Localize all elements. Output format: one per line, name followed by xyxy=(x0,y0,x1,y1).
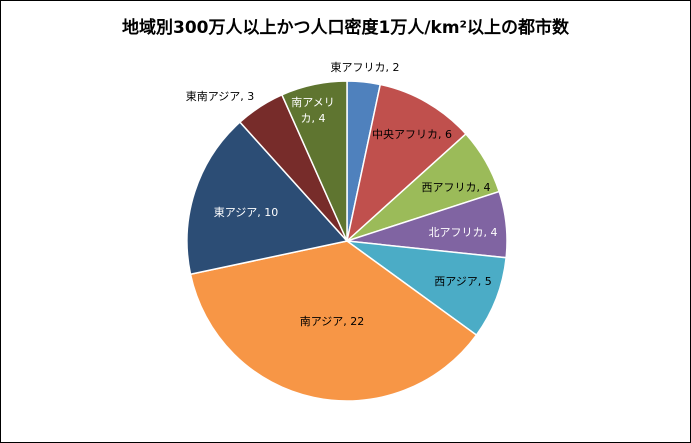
data-label: 東アジア, 10 xyxy=(214,206,279,219)
pie-slice-中央アフリカ xyxy=(345,83,467,244)
data-label: 南アジア, 22 xyxy=(300,315,365,328)
data-label: 南アメリカ, 4 xyxy=(291,96,334,125)
data-label: 中央アフリカ, 6 xyxy=(372,128,452,141)
data-label: 西アジア, 5 xyxy=(434,275,492,288)
pie-slice-南アジア xyxy=(189,240,478,402)
chart-title: 地域別300万人以上かつ人口密度1万人/km²以上の都市数 xyxy=(122,18,569,38)
data-label: 東南アジア, 3 xyxy=(186,90,255,103)
pie-slice-南アメリカ xyxy=(280,80,348,242)
pie-slice-東アジア xyxy=(186,121,349,276)
data-label: 東アフリカ, 2 xyxy=(331,61,400,74)
data-label: 北アフリカ, 4 xyxy=(429,226,498,239)
data-label: 西アフリカ, 4 xyxy=(422,181,491,194)
